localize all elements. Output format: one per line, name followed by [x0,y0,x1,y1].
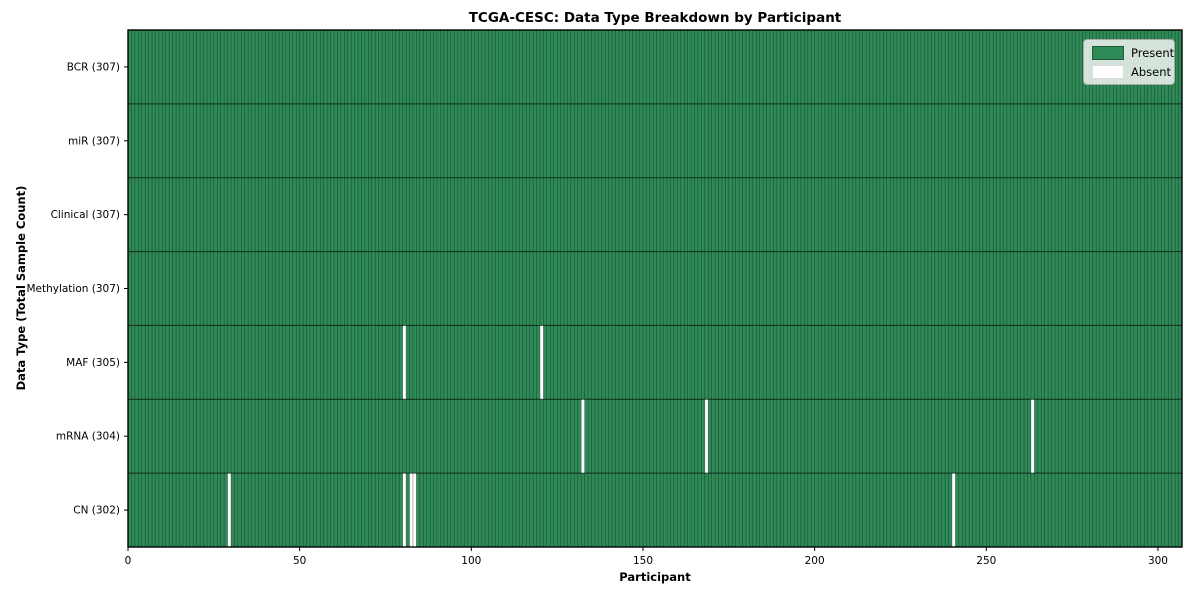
legend-label-present: Present [1131,46,1175,60]
present-swatch [1092,46,1124,60]
x-tick-label: 50 [293,555,306,567]
absent-cell-mRNA-168 [704,399,709,474]
absent-cell-CN-82 [409,473,413,547]
x-tick-label: 100 [461,555,481,567]
legend-label-absent: Absent [1131,65,1172,79]
legend: Present Absent [1083,39,1175,85]
legend-item-present: Present [1092,46,1174,60]
absent-swatch [1092,65,1124,79]
x-tick-label: 250 [976,555,996,567]
y-tick-label: miR (307) [68,135,120,147]
absent-cell-CN-83 [412,473,417,547]
absent-cell-mRNA-132 [581,399,585,474]
y-tick-label: Methylation (307) [26,283,120,295]
x-tick-label: 150 [633,555,653,567]
absent-cell-mRNA-263 [1030,399,1035,474]
y-tick-label: BCR (307) [67,61,120,73]
x-tick-label: 200 [805,555,825,567]
y-tick-label: MAF (305) [66,357,120,369]
legend-item-absent: Absent [1092,65,1171,79]
x-tick-label: 0 [125,555,132,567]
absent-cell-CN-240 [951,473,956,547]
y-tick-label: mRNA (304) [56,431,120,443]
y-tick-label: CN (302) [73,505,120,517]
y-tick-label: Clinical (307) [51,209,120,221]
x-tick-label: 300 [1148,555,1168,567]
heatmap-field [128,30,1182,547]
absent-cell-CN-29 [227,473,231,547]
chart-title: TCGA-CESC: Data Type Breakdown by Partic… [468,10,842,26]
x-axis-label: Participant [619,570,691,584]
absent-cell-MAF-120 [539,325,544,400]
absent-cell-CN-80 [402,473,407,547]
absent-cell-MAF-80 [402,325,407,400]
